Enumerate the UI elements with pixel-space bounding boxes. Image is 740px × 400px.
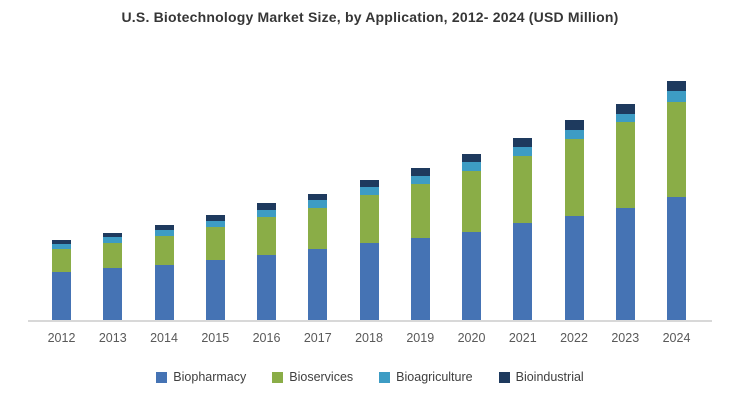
bar-2018: [359, 180, 379, 321]
plot-area: [52, 60, 686, 321]
chart-title: U.S. Biotechnology Market Size, by Appli…: [121, 9, 619, 25]
bar-2014-bioagriculture-segment: [154, 230, 174, 236]
legend-swatch-bioservices: [272, 371, 284, 383]
bar-2020-bioservices-segment: [462, 171, 481, 232]
bar-2024: [667, 81, 686, 321]
bar-2014-bioservices-segment: [154, 236, 174, 265]
bar-2024-bioservices-segment: [667, 102, 686, 197]
x-axis-line: [28, 320, 712, 322]
x-tick-2012: 2012: [47, 331, 76, 345]
x-tick-2024: 2024: [662, 331, 691, 345]
bar-2013-bioagriculture-segment: [103, 237, 123, 243]
bar-2016: [257, 203, 276, 321]
bar-2023-biopharmacy-segment: [615, 208, 635, 321]
bar-2022-biopharmacy-segment: [564, 216, 584, 321]
bar-2012: [52, 240, 71, 321]
bar-2015: [205, 215, 225, 321]
bar-2012-biopharmacy-segment: [52, 272, 71, 321]
bar-2023-bioagriculture-segment: [615, 114, 635, 122]
bar-2014-biopharmacy-segment: [154, 265, 174, 321]
bar-2024-biopharmacy-segment: [667, 197, 686, 321]
bar-2022-bioservices-segment: [564, 139, 584, 216]
bar-2017-bioservices-segment: [308, 208, 328, 249]
legend-label-biopharmacy: Biopharmacy: [173, 370, 247, 384]
bar-2021-biopharmacy-segment: [513, 223, 533, 321]
bar-2015-bioindustrial-segment: [205, 215, 225, 221]
bar-2020-bioindustrial-segment: [462, 154, 481, 162]
bar-2022: [564, 120, 584, 321]
bar-2015-bioagriculture-segment: [205, 221, 225, 227]
bar-2023: [615, 104, 635, 321]
legend-item-bioindustrial: Bioindustrial: [498, 370, 584, 384]
bar-2016-bioservices-segment: [257, 217, 276, 255]
bar-2017-bioagriculture-segment: [308, 200, 328, 208]
legend-swatch-bioagriculture: [379, 371, 391, 383]
bar-2021-bioindustrial-segment: [513, 138, 533, 147]
bar-2013: [103, 233, 123, 321]
legend-label-bioservices: Bioservices: [289, 370, 354, 384]
bar-2012-bioservices-segment: [52, 249, 71, 272]
x-tick-2014: 2014: [150, 331, 178, 345]
legend-swatch-biopharmacy: [156, 371, 168, 383]
bar-2024-bioagriculture-segment: [667, 91, 686, 102]
legend-item-biopharmacy: Biopharmacy: [156, 370, 246, 384]
bar-2014: [154, 225, 174, 321]
bar-2020-bioagriculture-segment: [462, 162, 481, 171]
x-tick-2022: 2022: [560, 331, 588, 345]
legend-item-bioservices: Bioservices: [272, 370, 353, 384]
legend: Biopharmacy Bioservices Bioagriculture Bioi…: [0, 370, 740, 384]
x-tick-2016: 2016: [252, 331, 281, 345]
bar-2016-biopharmacy-segment: [257, 255, 276, 321]
bar-2017-biopharmacy-segment: [308, 249, 328, 321]
x-tick-2019: 2019: [406, 331, 435, 345]
bar-2023-bioindustrial-segment: [615, 104, 635, 114]
bar-2016-bioindustrial-segment: [257, 203, 276, 210]
bar-2016-bioagriculture-segment: [257, 210, 276, 217]
bar-2020: [462, 154, 481, 321]
x-tick-2023: 2023: [611, 331, 640, 345]
x-tick-2018: 2018: [355, 331, 383, 345]
bar-2019-bioservices-segment: [410, 184, 430, 238]
bar-2012-bioagriculture-segment: [52, 244, 71, 249]
bar-2013-bioservices-segment: [103, 243, 123, 268]
x-tick-2015: 2015: [201, 331, 230, 345]
bar-2017: [308, 194, 328, 321]
bar-2015-biopharmacy-segment: [205, 260, 225, 321]
bar-2021-bioagriculture-segment: [513, 147, 533, 156]
bar-2021: [513, 138, 533, 321]
bar-2019: [410, 168, 430, 321]
legend-label-bioindustrial: Bioindustrial: [515, 370, 584, 384]
x-tick-2013: 2013: [98, 331, 127, 345]
bar-2018-biopharmacy-segment: [359, 243, 379, 321]
bar-2014-bioindustrial-segment: [154, 225, 174, 230]
bar-2019-bioindustrial-segment: [410, 168, 430, 176]
bar-2019-bioagriculture-segment: [410, 176, 430, 184]
bar-2019-biopharmacy-segment: [410, 238, 430, 321]
bar-2020-biopharmacy-segment: [462, 232, 481, 321]
bar-2012-bioindustrial-segment: [52, 240, 71, 244]
bar-2018-bioservices-segment: [359, 195, 379, 243]
legend-item-bioagriculture: Bioagriculture: [379, 370, 473, 384]
bar-2022-bioindustrial-segment: [564, 120, 584, 130]
x-axis-tick-labels: 2012 2013 2014 2015 2016 2017 2018 2019 2020 2021…: [0, 331, 740, 347]
bar-2021-bioservices-segment: [513, 156, 533, 223]
bar-2022-bioagriculture-segment: [564, 130, 584, 139]
x-tick-2017: 2017: [303, 331, 332, 345]
bar-2018-bioagriculture-segment: [359, 187, 379, 195]
legend-label-bioagriculture: Bioagriculture: [396, 370, 473, 384]
bar-2013-bioindustrial-segment: [103, 233, 123, 237]
legend-swatch-bioindustrial: [498, 371, 510, 383]
bar-2023-bioservices-segment: [615, 122, 635, 208]
x-tick-2021: 2021: [508, 331, 537, 345]
bar-2015-bioservices-segment: [205, 227, 225, 260]
bar-2024-bioindustrial-segment: [667, 81, 686, 91]
bar-2017-bioindustrial-segment: [308, 194, 328, 200]
x-tick-2020: 2020: [457, 331, 486, 345]
bar-2013-biopharmacy-segment: [103, 268, 123, 321]
bar-2018-bioindustrial-segment: [359, 180, 379, 187]
